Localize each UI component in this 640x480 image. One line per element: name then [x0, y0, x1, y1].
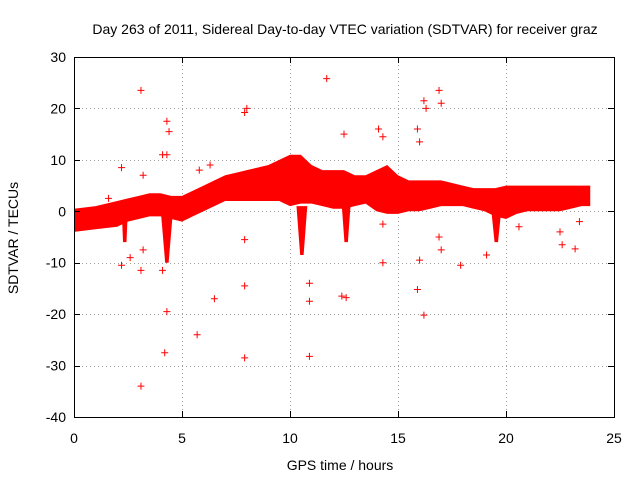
- data-point: [241, 282, 249, 290]
- y-tick-label: 20: [50, 100, 66, 116]
- data-point: [575, 218, 583, 226]
- data-point: [305, 297, 313, 305]
- dip-band: [490, 206, 502, 243]
- data-point: [420, 311, 428, 319]
- y-tick-label: -20: [46, 306, 66, 322]
- data-point: [323, 75, 331, 83]
- x-tick-label: 10: [282, 430, 298, 446]
- data-point: [118, 164, 126, 172]
- data-point: [375, 125, 383, 133]
- dip-band: [160, 206, 174, 263]
- data-point: [305, 352, 313, 360]
- data-point: [206, 161, 214, 169]
- data-point: [420, 97, 428, 105]
- data-point: [163, 308, 171, 316]
- data-point: [118, 261, 126, 269]
- data-point: [87, 222, 95, 230]
- x-tick-label: 15: [390, 430, 406, 446]
- x-tick-label: 25: [606, 430, 622, 446]
- x-tick-label: 20: [498, 430, 514, 446]
- data-point: [571, 245, 579, 253]
- data-point: [435, 86, 443, 94]
- data-point: [210, 295, 218, 303]
- data-point: [163, 151, 171, 159]
- grid: [74, 57, 614, 417]
- data-point: [413, 125, 421, 133]
- data-point: [163, 117, 171, 125]
- data-point: [457, 261, 465, 269]
- dip-band: [341, 206, 351, 243]
- dense-band: [74, 154, 591, 232]
- data-point: [342, 294, 350, 302]
- data-point: [126, 254, 134, 262]
- data-point: [379, 133, 387, 141]
- data-point: [243, 104, 251, 112]
- data-point: [137, 266, 145, 274]
- data-point: [515, 223, 523, 231]
- data-point: [241, 354, 249, 362]
- data-point: [416, 138, 424, 146]
- data-point: [193, 331, 201, 339]
- data-point: [159, 266, 167, 274]
- data-series: [74, 75, 591, 390]
- plot-frame: [74, 57, 615, 418]
- axes: 0 5 10 15 20 25 -40 -30 -20 -10 0 10 20 30: [46, 49, 622, 446]
- data-point: [161, 349, 169, 357]
- data-point: [416, 256, 424, 264]
- data-point: [105, 194, 113, 202]
- y-axis-label: SDTVAR / TECUs: [5, 182, 21, 294]
- data-point: [137, 382, 145, 390]
- x-tick-label: 0: [70, 430, 78, 446]
- y-tick-label: 10: [50, 152, 66, 168]
- data-point: [422, 104, 430, 112]
- data-point: [413, 285, 421, 293]
- y-tick-label: -10: [46, 255, 66, 271]
- y-tick-label: 0: [58, 203, 66, 219]
- y-tick-label: -30: [46, 358, 66, 374]
- data-point: [379, 220, 387, 228]
- y-tick-label: -40: [46, 409, 66, 425]
- dip-band: [296, 206, 308, 255]
- data-point: [338, 292, 346, 300]
- data-point: [165, 128, 173, 136]
- x-tick-label: 5: [178, 430, 186, 446]
- data-point: [483, 251, 491, 259]
- data-point: [558, 241, 566, 249]
- x-axis-label: GPS time / hours: [287, 457, 394, 473]
- data-point: [195, 166, 203, 174]
- data-point: [241, 236, 249, 244]
- data-point: [139, 171, 147, 179]
- data-point: [379, 259, 387, 267]
- data-point: [437, 246, 445, 254]
- data-point: [556, 228, 564, 236]
- data-point: [340, 130, 348, 138]
- data-point: [139, 246, 147, 254]
- y-tick-label: 30: [50, 49, 66, 65]
- data-point: [305, 279, 313, 287]
- data-point: [241, 109, 249, 117]
- dip-band: [121, 206, 128, 243]
- data-point: [437, 99, 445, 107]
- data-point: [435, 233, 443, 241]
- chart-title: Day 263 of 2011, Sidereal Day-to-day VTE…: [92, 21, 597, 37]
- data-point: [137, 86, 145, 94]
